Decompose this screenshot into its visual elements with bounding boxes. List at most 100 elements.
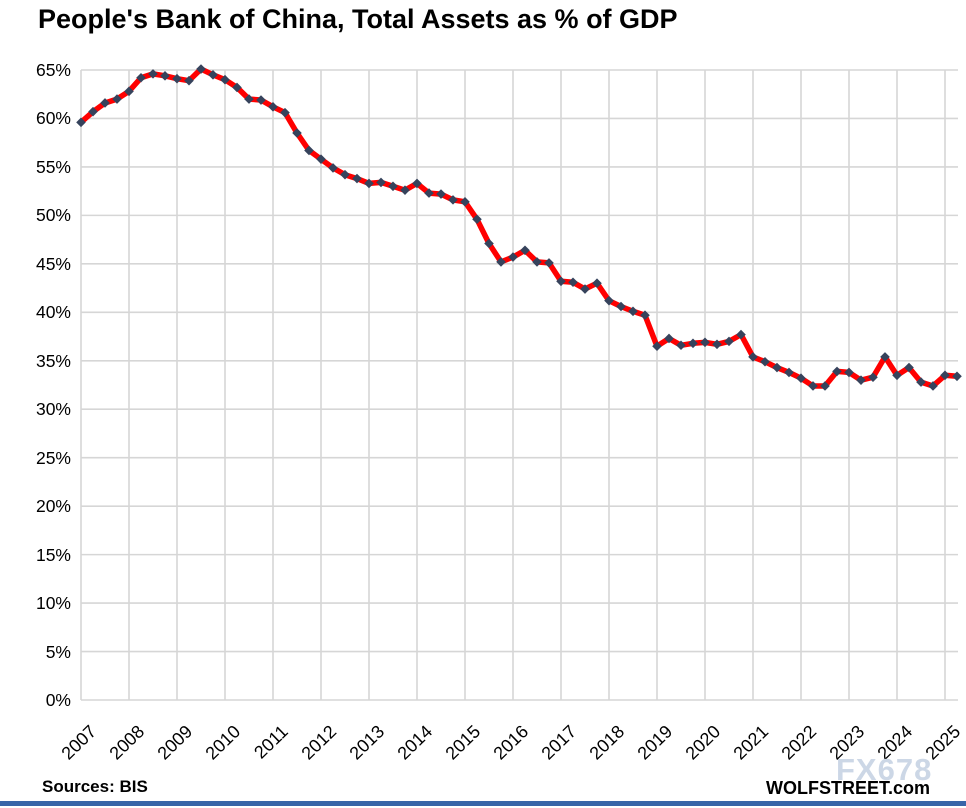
y-tick-label: 50% (35, 205, 71, 226)
data-point-marker (232, 82, 242, 93)
data-point-marker (244, 94, 254, 104)
data-point-marker (436, 189, 446, 199)
data-point-marker (472, 214, 482, 225)
x-tick-label: 2009 (153, 721, 197, 764)
x-tick-label: 2021 (729, 721, 773, 764)
data-point-marker (400, 185, 410, 195)
data-point-marker (808, 381, 818, 391)
data-point-marker (388, 181, 398, 192)
data-point-marker (640, 310, 650, 321)
data-point-marker (820, 381, 830, 391)
y-tick-label: 65% (35, 60, 71, 80)
x-tick-label: 2012 (297, 721, 341, 764)
data-point-marker (904, 362, 914, 373)
data-point-marker (172, 73, 182, 84)
data-point-marker (688, 338, 698, 349)
data-point-marker (352, 173, 362, 184)
wolfstreet-credit: WOLFSTREET.com (765, 778, 930, 798)
data-point-marker (484, 238, 494, 249)
data-point-marker (772, 362, 782, 373)
x-tick-label: 2015 (441, 721, 485, 764)
data-point-marker (856, 375, 866, 385)
data-point-marker (220, 74, 230, 85)
data-point-marker (292, 128, 302, 138)
fx678-watermark: FX678 (836, 752, 933, 787)
x-tick-label: 2007 (57, 721, 101, 764)
data-point-marker (592, 278, 602, 289)
data-point-marker (736, 329, 746, 340)
data-point-marker (520, 245, 530, 256)
data-point-marker (196, 64, 206, 74)
data-point-marker (424, 188, 434, 198)
x-tick-label: 2013 (345, 721, 389, 764)
data-point-marker (136, 72, 146, 83)
data-point-marker (316, 154, 326, 164)
data-point-marker (580, 284, 590, 294)
data-point-marker (460, 197, 470, 207)
x-tick-label: 2020 (681, 721, 725, 764)
x-tick-label: 2019 (633, 721, 677, 764)
data-point-marker (760, 356, 770, 367)
data-point-marker (880, 352, 890, 362)
data-point-marker (448, 195, 458, 205)
data-point-marker (340, 169, 350, 180)
data-point-marker (112, 94, 122, 104)
data-point-marker (532, 257, 542, 267)
sources-note: Sources: BIS (42, 777, 148, 796)
data-point-marker (712, 339, 722, 350)
x-tick-label: 2014 (393, 721, 437, 764)
data-point-marker (376, 177, 386, 188)
data-point-marker (148, 69, 158, 79)
data-point-marker (724, 336, 734, 347)
data-point-marker (916, 377, 926, 387)
data-point-marker (496, 257, 506, 267)
data-point-marker (952, 371, 962, 382)
x-tick-label: 2022 (777, 721, 821, 764)
data-point-marker (328, 163, 338, 173)
data-point-marker (256, 95, 266, 105)
data-point-marker (568, 277, 578, 288)
data-point-marker (544, 258, 554, 268)
data-point-marker (412, 178, 422, 189)
data-point-marker (124, 86, 134, 97)
data-point-marker (88, 106, 98, 117)
data-point-marker (664, 333, 674, 344)
data-point-marker (604, 295, 614, 306)
x-tick-label: 2010 (201, 721, 245, 764)
y-tick-label: 60% (35, 108, 71, 129)
data-point-marker (748, 352, 758, 362)
data-point-marker (76, 117, 86, 128)
data-point-marker (844, 367, 854, 378)
data-point-marker (268, 102, 278, 112)
data-point-marker (796, 373, 806, 384)
data-point-marker (556, 276, 566, 287)
y-tick-label: 30% (35, 399, 71, 420)
x-tick-label: 2016 (489, 721, 533, 764)
x-tick-label: 2008 (105, 721, 149, 764)
data-point-marker (628, 306, 638, 317)
data-point-marker (184, 75, 194, 86)
y-tick-label: 25% (35, 447, 71, 468)
y-tick-label: 0% (45, 690, 71, 710)
data-point-marker (700, 337, 710, 348)
data-point-marker (928, 381, 938, 391)
y-tick-label: 35% (35, 350, 71, 371)
chart-title: People's Bank of China, Total Assets as … (38, 4, 678, 34)
bottom-accent-bar (0, 801, 966, 806)
y-tick-label: 15% (35, 544, 71, 565)
y-tick-label: 40% (35, 302, 71, 323)
data-point-marker (892, 370, 902, 381)
data-point-marker (508, 252, 518, 262)
data-point-marker (208, 70, 218, 80)
y-tick-label: 5% (45, 641, 71, 662)
data-point-marker (868, 372, 878, 383)
x-tick-label: 2017 (537, 721, 581, 764)
data-point-marker (832, 366, 842, 377)
data-point-marker (616, 301, 626, 312)
data-point-marker (280, 107, 290, 118)
data-point-marker (784, 367, 794, 378)
data-point-marker (940, 370, 950, 381)
y-tick-label: 55% (35, 156, 71, 177)
data-point-marker (676, 340, 686, 351)
